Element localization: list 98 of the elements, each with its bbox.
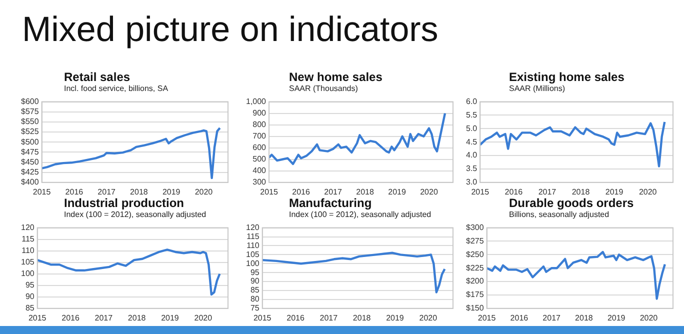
x-tick-label: 2018 (572, 187, 590, 196)
y-tick-label: 120 (246, 223, 260, 232)
y-tick-label: 4.5 (466, 137, 478, 146)
y-tick-label: 5.5 (466, 110, 478, 120)
y-tick-label: 115 (246, 232, 260, 241)
y-tick-label: $400 (21, 178, 40, 187)
y-tick-label: 700 (252, 132, 267, 141)
x-tick-label: 2016 (286, 313, 305, 322)
y-tick-label: 900 (252, 108, 267, 118)
y-tick-label: $200 (466, 276, 484, 286)
x-tick-label: 2015 (32, 187, 52, 196)
y-tick-label: 85 (250, 286, 260, 295)
y-tick-label: 500 (252, 154, 267, 164)
x-tick-label: 2020 (638, 187, 658, 196)
x-tick-label: 2015 (28, 313, 47, 322)
x-tick-label: 2018 (128, 313, 146, 322)
y-tick-label: 600 (252, 143, 267, 152)
y-tick-label: $550 (21, 117, 40, 126)
chart-title: Retail sales (64, 70, 132, 84)
x-tick-label: 2020 (419, 313, 438, 322)
chart-title: New home sales (289, 70, 384, 84)
x-tick-label: 2019 (388, 187, 406, 196)
x-tick-label: 2019 (386, 313, 404, 322)
x-tick-label: 2018 (575, 313, 594, 322)
y-tick-label: 95 (250, 268, 260, 277)
y-tick-label: 400 (252, 166, 267, 176)
y-tick-label: 1,000 (246, 97, 267, 106)
y-tick-label: $600 (21, 97, 40, 106)
y-tick-label: 110 (22, 246, 35, 256)
x-tick-label: 2016 (62, 313, 80, 322)
chart-subtitle: SAAR (Thousands) (289, 84, 359, 93)
y-tick-label: $500 (21, 137, 40, 146)
chart-subtitle: Index (100 = 2012), seasonally adjusted (64, 210, 208, 219)
x-tick-label: 2020 (420, 187, 438, 196)
y-tick-label: 300 (252, 178, 267, 187)
y-tick-label: 6.0 (466, 97, 478, 106)
y-tick-label: 110 (246, 240, 260, 250)
chart-title: Existing home sales (509, 70, 626, 84)
y-tick-label: 120 (20, 223, 35, 232)
x-tick-label: 2018 (356, 187, 374, 196)
x-tick-label: 2015 (478, 313, 496, 322)
y-tick-label: 95 (25, 280, 35, 290)
y-tick-label: 100 (246, 258, 260, 268)
y-tick-label: $250 (466, 250, 484, 259)
y-tick-label: $150 (466, 304, 484, 313)
y-tick-label: 3.0 (466, 178, 478, 187)
y-tick-label: 90 (250, 276, 260, 286)
x-tick-label: 2020 (194, 313, 213, 322)
y-tick-label: $300 (466, 223, 484, 232)
x-tick-label: 2016 (65, 187, 84, 196)
y-tick-label: $475 (21, 147, 40, 156)
x-tick-label: 2015 (253, 313, 272, 322)
x-tick-label: 2020 (194, 187, 214, 196)
x-tick-label: 2016 (292, 187, 310, 196)
y-tick-label: 4.0 (466, 150, 478, 160)
y-tick-label: $275 (466, 236, 484, 246)
x-tick-label: 2015 (471, 187, 490, 196)
y-tick-label: $450 (21, 157, 40, 166)
y-tick-label: 105 (20, 258, 35, 267)
y-tick-label: 85 (25, 304, 35, 313)
y-tick-label: 3.5 (466, 164, 478, 174)
chart-subtitle: Billions, seasonally adjusted (509, 210, 610, 219)
chart-title: Manufacturing (289, 196, 373, 210)
x-tick-label: 2017 (538, 187, 557, 196)
y-tick-label: 80 (250, 294, 260, 304)
x-tick-label: 2017 (320, 313, 338, 322)
x-tick-label: 2020 (640, 313, 658, 322)
x-tick-label: 2016 (510, 313, 529, 322)
y-tick-label: 5.0 (466, 124, 478, 133)
x-tick-label: 2019 (607, 313, 626, 322)
x-tick-label: 2019 (161, 313, 180, 322)
y-tick-label: $175 (466, 290, 484, 300)
chart-subtitle: SAAR (Millions) (509, 84, 566, 93)
text: Mixed picture on indicators (22, 10, 438, 50)
y-tick-label: 75 (250, 304, 260, 313)
chart-subtitle: Incl. food service, billions, SA (64, 84, 170, 93)
y-tick-label: $225 (466, 263, 484, 272)
x-tick-label: 2017 (324, 187, 342, 196)
x-tick-label: 2015 (260, 187, 278, 196)
chart-title: Durable goods orders (509, 196, 635, 210)
y-tick-label: 105 (246, 250, 260, 259)
x-tick-label: 2018 (130, 187, 148, 196)
chart-title: Industrial production (64, 196, 185, 210)
x-tick-label: 2019 (162, 187, 181, 196)
y-tick-label: $525 (21, 127, 40, 136)
y-tick-label: $425 (21, 168, 40, 177)
x-tick-label: 2017 (542, 313, 562, 322)
y-tick-label: 800 (252, 120, 267, 130)
y-tick-label: 115 (22, 234, 35, 244)
x-tick-label: 2016 (504, 187, 524, 196)
y-tick-label: $575 (21, 107, 40, 116)
x-tick-label: 2018 (352, 313, 372, 322)
x-tick-label: 2017 (94, 313, 114, 322)
y-tick-label: 90 (25, 292, 35, 302)
x-tick-label: 2017 (98, 187, 116, 196)
chart-subtitle: Index (100 = 2012), seasonally adjusted (289, 210, 432, 219)
y-tick-label: 100 (20, 269, 35, 278)
x-tick-label: 2019 (605, 187, 624, 196)
